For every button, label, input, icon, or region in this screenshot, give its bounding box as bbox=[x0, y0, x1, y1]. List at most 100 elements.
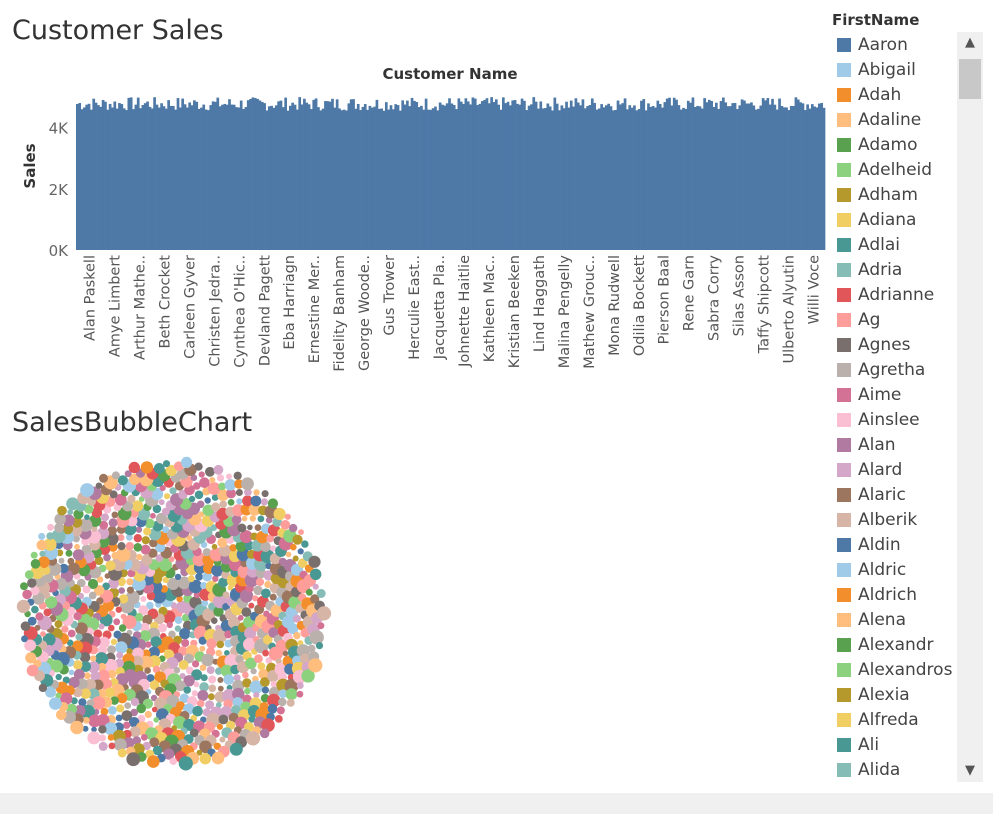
bubble[interactable] bbox=[136, 703, 146, 714]
bar[interactable] bbox=[813, 106, 816, 250]
bar[interactable] bbox=[670, 105, 674, 250]
bar[interactable] bbox=[291, 102, 295, 250]
bar[interactable] bbox=[87, 103, 91, 250]
bar[interactable] bbox=[188, 102, 192, 250]
bar[interactable] bbox=[99, 106, 103, 250]
bubble[interactable] bbox=[201, 653, 215, 667]
bubble[interactable] bbox=[139, 630, 151, 642]
bar[interactable] bbox=[303, 98, 306, 250]
bubble[interactable] bbox=[219, 736, 226, 743]
bar[interactable] bbox=[321, 108, 325, 250]
bubble[interactable] bbox=[267, 703, 278, 714]
bubble[interactable] bbox=[255, 568, 267, 579]
bubble[interactable] bbox=[242, 671, 249, 679]
bar[interactable] bbox=[427, 109, 430, 250]
bar[interactable] bbox=[766, 98, 770, 250]
legend-item[interactable]: Adham bbox=[832, 182, 957, 207]
bubble[interactable] bbox=[254, 654, 263, 664]
bubble[interactable] bbox=[113, 630, 122, 639]
bubble[interactable] bbox=[176, 595, 183, 603]
bar[interactable] bbox=[197, 108, 201, 251]
legend-item[interactable]: Ag bbox=[832, 307, 957, 332]
bubble[interactable] bbox=[144, 518, 155, 529]
bubble[interactable] bbox=[56, 709, 67, 721]
bar[interactable] bbox=[593, 102, 596, 250]
bubble[interactable] bbox=[245, 657, 257, 670]
bubble[interactable] bbox=[308, 658, 323, 673]
bubble[interactable] bbox=[59, 563, 69, 574]
bubble[interactable] bbox=[270, 545, 277, 552]
bar[interactable] bbox=[731, 103, 735, 250]
bar[interactable] bbox=[356, 103, 360, 250]
bar[interactable] bbox=[415, 101, 419, 250]
bubble[interactable] bbox=[26, 664, 39, 677]
bubble[interactable] bbox=[95, 482, 103, 489]
bar[interactable] bbox=[459, 101, 463, 251]
bar[interactable] bbox=[387, 109, 390, 250]
bar[interactable] bbox=[214, 101, 217, 250]
bubble[interactable] bbox=[35, 612, 44, 621]
bubble[interactable] bbox=[68, 669, 75, 676]
bar[interactable] bbox=[113, 101, 117, 250]
bar[interactable] bbox=[340, 110, 344, 250]
bar[interactable] bbox=[780, 106, 784, 250]
bubble[interactable] bbox=[88, 714, 102, 728]
bubble[interactable] bbox=[267, 498, 278, 509]
bar[interactable] bbox=[745, 103, 749, 250]
bar[interactable] bbox=[757, 108, 760, 250]
bubble[interactable] bbox=[107, 526, 117, 536]
bubble[interactable] bbox=[25, 652, 37, 664]
bubble[interactable] bbox=[66, 497, 79, 511]
bar[interactable] bbox=[90, 109, 93, 250]
bubble[interactable] bbox=[158, 623, 167, 633]
bubble[interactable] bbox=[275, 639, 289, 653]
bubble[interactable] bbox=[21, 635, 28, 643]
bubble[interactable] bbox=[218, 482, 227, 491]
bubble[interactable] bbox=[249, 680, 263, 694]
bubble[interactable] bbox=[144, 710, 152, 719]
bubble[interactable] bbox=[200, 582, 208, 589]
bubble[interactable] bbox=[229, 742, 243, 756]
bar[interactable] bbox=[511, 100, 515, 251]
bar[interactable] bbox=[314, 98, 318, 251]
bar[interactable] bbox=[157, 107, 161, 250]
bubble[interactable] bbox=[262, 649, 269, 657]
bar[interactable] bbox=[623, 98, 627, 250]
bubble[interactable] bbox=[260, 498, 268, 506]
bar[interactable] bbox=[190, 105, 194, 250]
bubble[interactable] bbox=[83, 672, 91, 680]
bar[interactable] bbox=[155, 104, 159, 250]
bubble[interactable] bbox=[219, 614, 228, 622]
bubble[interactable] bbox=[126, 752, 141, 767]
bar[interactable] bbox=[167, 100, 170, 250]
bubble[interactable] bbox=[43, 608, 52, 617]
bubble[interactable] bbox=[67, 509, 74, 515]
bar[interactable] bbox=[630, 107, 634, 250]
bar[interactable] bbox=[391, 109, 395, 250]
bar[interactable] bbox=[265, 110, 269, 250]
bubble[interactable] bbox=[220, 664, 233, 677]
bubble[interactable] bbox=[255, 577, 265, 587]
bar[interactable] bbox=[487, 103, 491, 250]
bubble[interactable] bbox=[189, 728, 199, 738]
bar[interactable] bbox=[588, 105, 592, 250]
bar[interactable] bbox=[661, 107, 664, 250]
bubble[interactable] bbox=[152, 745, 163, 756]
bubble[interactable] bbox=[150, 636, 162, 648]
bar[interactable] bbox=[700, 108, 704, 250]
bubble[interactable] bbox=[156, 708, 169, 721]
bar[interactable] bbox=[223, 103, 227, 250]
bar[interactable] bbox=[136, 97, 140, 250]
bar[interactable] bbox=[349, 99, 353, 250]
bubble[interactable] bbox=[105, 560, 116, 571]
bar[interactable] bbox=[211, 101, 215, 250]
bubble[interactable] bbox=[118, 587, 125, 594]
bubble[interactable] bbox=[219, 500, 227, 509]
bubble[interactable] bbox=[150, 512, 156, 519]
bubble[interactable] bbox=[235, 489, 243, 496]
bar[interactable] bbox=[258, 100, 262, 250]
bubble[interactable] bbox=[151, 706, 158, 713]
legend-item[interactable]: Adrianne bbox=[832, 282, 957, 307]
bubble[interactable] bbox=[179, 693, 190, 704]
bar[interactable] bbox=[216, 97, 220, 250]
